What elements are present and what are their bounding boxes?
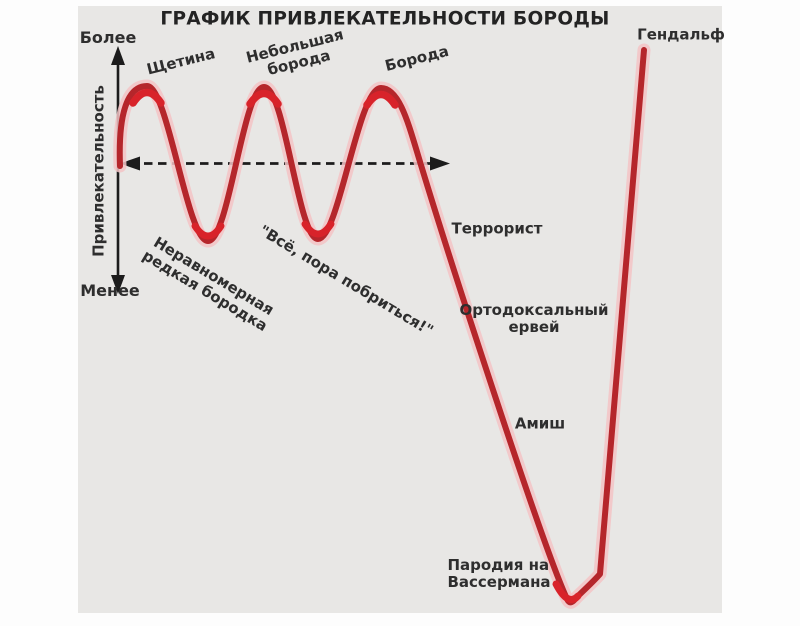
baseline-right-arrowhead: [430, 156, 450, 171]
curve-peak-cap-1: [129, 88, 165, 107]
y-axis-less-label: Менее: [80, 280, 140, 300]
chart-title: ГРАФИК ПРИВЛЕКАТЕЛЬНОСТИ БОРОДЫ: [160, 8, 610, 30]
y-axis-down-arrowhead: [111, 275, 125, 294]
curve-bottom-cap: [552, 580, 582, 603]
label-terrorist: Террорист: [451, 219, 543, 238]
label-amish: Амиш: [514, 414, 566, 433]
curve-trough-cap-2: [301, 220, 335, 238]
y-axis-title: Привлекательность: [89, 85, 108, 257]
curve-trough-cap-1: [191, 222, 225, 240]
attractiveness-curve: [113, 43, 651, 609]
curve-peak-cap-2: [246, 89, 282, 108]
y-axis-up-arrowhead: [111, 46, 125, 65]
label-wasserman-parody: Пародия на Вассермана: [447, 555, 551, 591]
curve-peak-cap-3: [363, 90, 399, 109]
label-orthodox: Ортодоксальный ервей: [459, 300, 609, 336]
label-gandalf: Гендальф: [637, 25, 725, 44]
baseline-left-arrowhead: [120, 156, 140, 171]
y-axis-more-label: Более: [79, 27, 137, 47]
